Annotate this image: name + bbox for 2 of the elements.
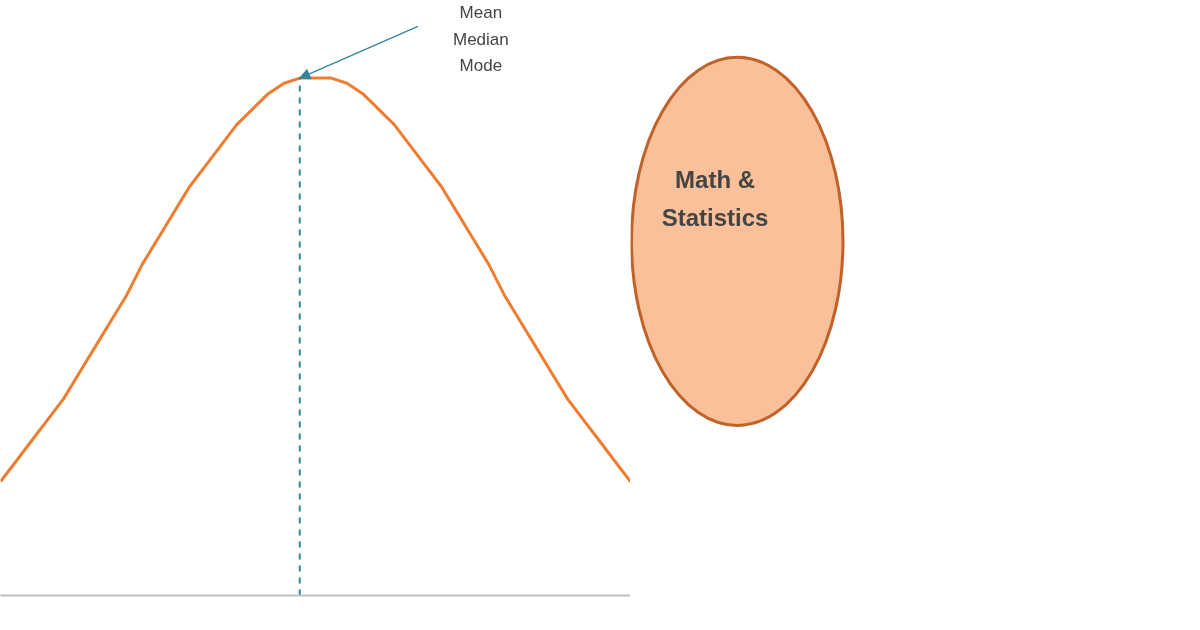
text: Mean Median Mode: [453, 3, 509, 76]
text: Math & Statistics: [661, 166, 769, 232]
